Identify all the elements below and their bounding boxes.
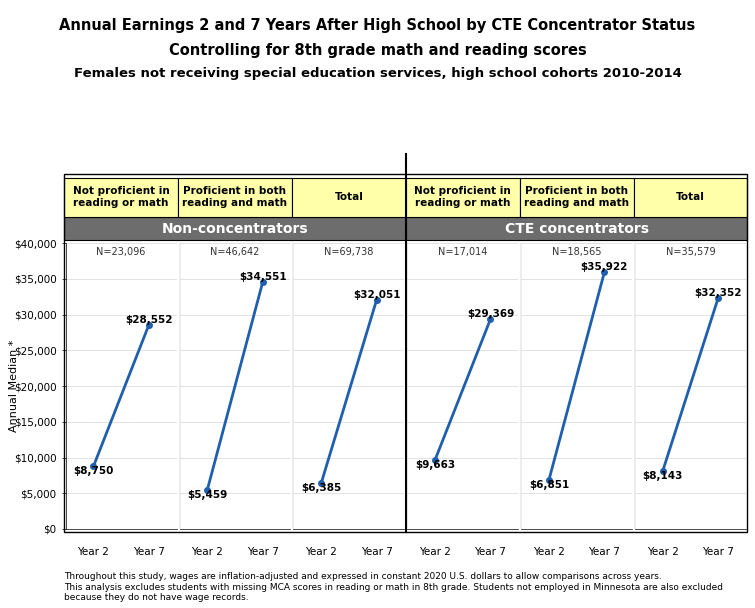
Text: Year 7: Year 7 (361, 547, 393, 557)
Text: $9,663: $9,663 (415, 460, 455, 470)
Text: Year 2: Year 2 (647, 547, 679, 557)
Text: Proficient in both
reading and math: Proficient in both reading and math (524, 187, 629, 208)
Text: $32,051: $32,051 (353, 290, 400, 300)
Text: Year 7: Year 7 (702, 547, 734, 557)
Text: Year 2: Year 2 (419, 547, 451, 557)
Text: Year 7: Year 7 (475, 547, 507, 557)
Text: Total: Total (334, 192, 363, 202)
Text: Total: Total (676, 192, 705, 202)
Text: Controlling for 8th grade math and reading scores: Controlling for 8th grade math and readi… (168, 43, 587, 58)
Text: Not proficient in
reading or math: Not proficient in reading or math (414, 187, 511, 208)
Text: Females not receiving special education services, high school cohorts 2010-2014: Females not receiving special education … (73, 67, 682, 80)
Text: $8,143: $8,143 (643, 471, 683, 481)
Text: $8,750: $8,750 (73, 466, 113, 477)
Text: Year 7: Year 7 (133, 547, 165, 557)
Text: Year 7: Year 7 (247, 547, 279, 557)
Text: N=35,579: N=35,579 (666, 247, 715, 257)
Text: $5,459: $5,459 (187, 490, 227, 500)
Text: $29,369: $29,369 (467, 309, 514, 319)
Text: CTE concentrators: CTE concentrators (504, 221, 649, 236)
Text: N=46,642: N=46,642 (211, 247, 260, 257)
Text: N=23,096: N=23,096 (97, 247, 146, 257)
Text: $32,352: $32,352 (695, 288, 742, 298)
Text: $6,385: $6,385 (301, 483, 341, 493)
Text: Year 2: Year 2 (191, 547, 223, 557)
Text: Not proficient in
reading or math: Not proficient in reading or math (72, 187, 169, 208)
Text: N=17,014: N=17,014 (438, 247, 488, 257)
Text: Proficient in both
reading and math: Proficient in both reading and math (183, 187, 288, 208)
Text: Year 2: Year 2 (78, 547, 109, 557)
Text: $6,851: $6,851 (528, 480, 569, 490)
Text: Year 2: Year 2 (305, 547, 337, 557)
Text: Year 7: Year 7 (588, 547, 621, 557)
Text: Throughout this study, wages are inflation-adjusted and expressed in constant 20: Throughout this study, wages are inflati… (64, 572, 723, 602)
Text: $28,552: $28,552 (125, 315, 173, 325)
Text: Annual Median *: Annual Median * (8, 340, 19, 432)
Text: Non-concentrators: Non-concentrators (162, 221, 308, 236)
Text: N=18,565: N=18,565 (552, 247, 602, 257)
Text: $34,551: $34,551 (239, 272, 286, 282)
Text: Annual Earnings 2 and 7 Years After High School by CTE Concentrator Status: Annual Earnings 2 and 7 Years After High… (60, 18, 695, 33)
Text: $35,922: $35,922 (581, 262, 628, 272)
Text: Year 2: Year 2 (533, 547, 565, 557)
Text: N=69,738: N=69,738 (324, 247, 374, 257)
